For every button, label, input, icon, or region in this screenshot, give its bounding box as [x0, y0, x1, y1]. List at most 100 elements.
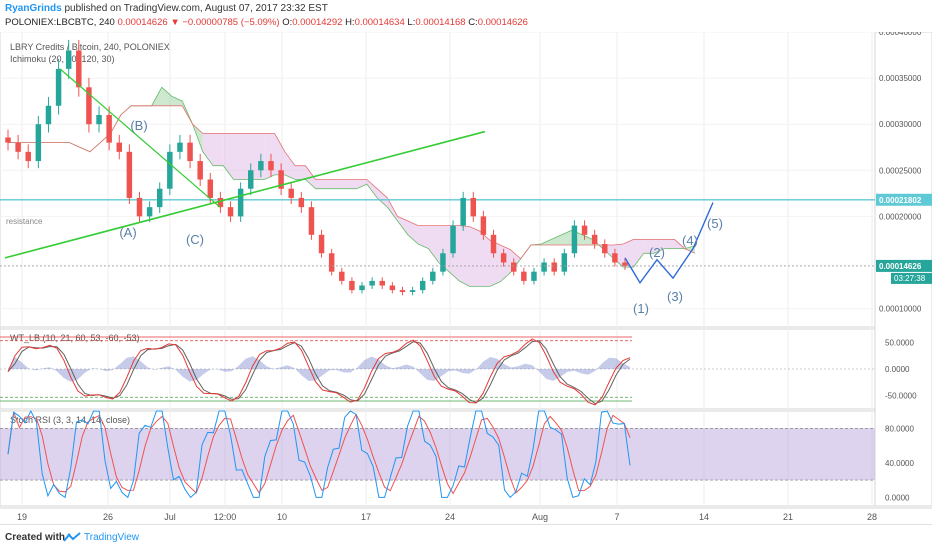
- x-tick-label: 26: [103, 512, 113, 522]
- candle-body: [541, 262, 547, 272]
- ichimoku-cloud-segment: [223, 133, 234, 180]
- stoch-tick-label: 40.0000: [885, 459, 914, 468]
- ichimoku-cloud-segment: [633, 239, 644, 268]
- ichimoku-cloud-segment: [336, 179, 347, 189]
- ohlc-o-label: O:: [282, 17, 293, 28]
- candle-body: [602, 244, 608, 254]
- candle-body: [45, 105, 52, 125]
- ichimoku-cloud-segment: [284, 151, 296, 180]
- x-tick-label: Jul: [164, 512, 176, 522]
- ichimoku-cloud-segment: [397, 216, 408, 235]
- ohlc-l-label: L:: [407, 17, 416, 28]
- ichimoku-cloud-segment: [213, 133, 224, 166]
- support-trendline: [4, 130, 486, 259]
- created-with-label: Created with: [5, 532, 66, 543]
- stoch-k-line: [7, 409, 631, 499]
- falling-trendline: [59, 68, 221, 208]
- candle-body: [268, 161, 274, 171]
- ichimoku-cloud-segment: [643, 239, 654, 254]
- x-tick-label: 28: [867, 512, 877, 522]
- ichimoku-cloud-segment: [172, 96, 183, 106]
- ichimoku-cloud-segment: [428, 225, 439, 263]
- candle-body: [622, 262, 628, 266]
- ichimoku-cloud-segment: [418, 225, 429, 249]
- price-tick-label: 0.00020000: [879, 212, 922, 221]
- hline-price-tag: [876, 193, 932, 206]
- candle-body: [511, 262, 517, 272]
- projection-wave-label: (4): [682, 233, 698, 248]
- ichimoku-cloud-segment: [479, 231, 490, 287]
- stoch-d-line: [7, 412, 631, 495]
- tradingview-logo-icon[interactable]: [63, 532, 81, 544]
- countdown-tag: [891, 272, 932, 284]
- projection-wave-label: (1): [633, 301, 649, 316]
- ohlc-c-label: C:: [468, 17, 478, 28]
- candle-body: [116, 142, 122, 152]
- price-tick-label: 0.00025000: [879, 166, 922, 175]
- ichimoku-cloud-segment: [469, 226, 480, 287]
- published-text: published on TradingView.com, August 07,…: [64, 3, 328, 14]
- author-link[interactable]: RyanGrinds: [5, 3, 62, 14]
- ohlc-l-value: 0.00014168: [415, 17, 466, 28]
- ichimoku-cloud-segment: [233, 133, 244, 180]
- candle-body: [571, 225, 578, 254]
- candle-body: [531, 271, 537, 281]
- candle-body: [106, 114, 112, 143]
- wt-fast-line: [7, 338, 631, 406]
- ichimoku-cloud-segment: [684, 245, 695, 254]
- candle-body: [65, 50, 72, 69]
- candle-body: [298, 197, 305, 208]
- candle-body: [76, 50, 82, 88]
- candle-body: [500, 253, 507, 263]
- chart-canvas[interactable]: 19 26 Jul 12:00 10 17 24 Aug 7 14 21 28 0.00040000 0.…: [0, 32, 932, 524]
- candle-body: [561, 253, 568, 272]
- candle-body: [156, 188, 163, 208]
- ichimoku-cloud-segment: [664, 239, 675, 249]
- candle-body: [55, 68, 62, 106]
- ichimoku-cloud-segment: [264, 133, 275, 180]
- candle-body: [521, 271, 527, 281]
- ichimoku-span-b: [8, 105, 696, 260]
- candle-body: [339, 271, 345, 281]
- projection-wave-label: (2): [649, 245, 665, 260]
- x-tick-label: 14: [699, 512, 709, 522]
- ohlc-h-value: 0.00014634: [354, 17, 405, 28]
- candle-body: [551, 262, 557, 272]
- symbol-label: POLONIEX:LBCBTC, 240: [5, 17, 115, 28]
- candle-body: [126, 151, 133, 198]
- candle-body: [409, 290, 416, 292]
- ichimoku-cloud-segment: [366, 179, 378, 198]
- ichimoku-cloud-segment: [254, 133, 265, 180]
- ichimoku-cloud-segment: [202, 133, 214, 166]
- candle-body: [25, 151, 31, 162]
- last-price: 0.00014626: [117, 17, 168, 28]
- candle-body: [96, 114, 102, 125]
- ohlc-c-value: 0.00014626: [477, 17, 528, 28]
- wt-tick-label: 0.0000: [885, 365, 910, 374]
- ichimoku-cloud-segment: [161, 87, 173, 106]
- candle-body: [187, 142, 193, 162]
- x-tick-label: 19: [17, 512, 27, 522]
- stoch-tick-label: 80.0000: [885, 424, 914, 433]
- candle-body: [227, 207, 234, 217]
- header-bar: RyanGrinds published on TradingView.com,…: [0, 0, 932, 32]
- wt-tick-label: 50.0000: [885, 338, 914, 347]
- tradingview-brand-link[interactable]: TradingView: [84, 532, 140, 543]
- ichimoku-cloud-segment: [653, 239, 665, 254]
- candle-body: [389, 285, 396, 291]
- price-tick-label: 0.00040000: [879, 32, 922, 37]
- candle-body: [349, 280, 355, 291]
- x-tick-label: 10: [277, 512, 287, 522]
- projection-wave-label: (3): [667, 289, 683, 304]
- candle-body: [278, 170, 284, 189]
- last-price-tag: [876, 259, 932, 272]
- ichimoku-cloud-segment: [315, 179, 326, 189]
- footer-bar: Created with TradingView: [0, 524, 932, 551]
- wave-label: (A): [119, 225, 136, 240]
- candle-body: [328, 253, 335, 272]
- candle-body: [419, 280, 426, 291]
- ichimoku-cloud-segment: [459, 225, 470, 287]
- candle-body: [612, 253, 618, 263]
- symbol-line: POLONIEX:LBCBTC, 240 0.00014626 ▼ −0.000…: [5, 17, 528, 28]
- projection-wave-label: (5): [707, 216, 723, 231]
